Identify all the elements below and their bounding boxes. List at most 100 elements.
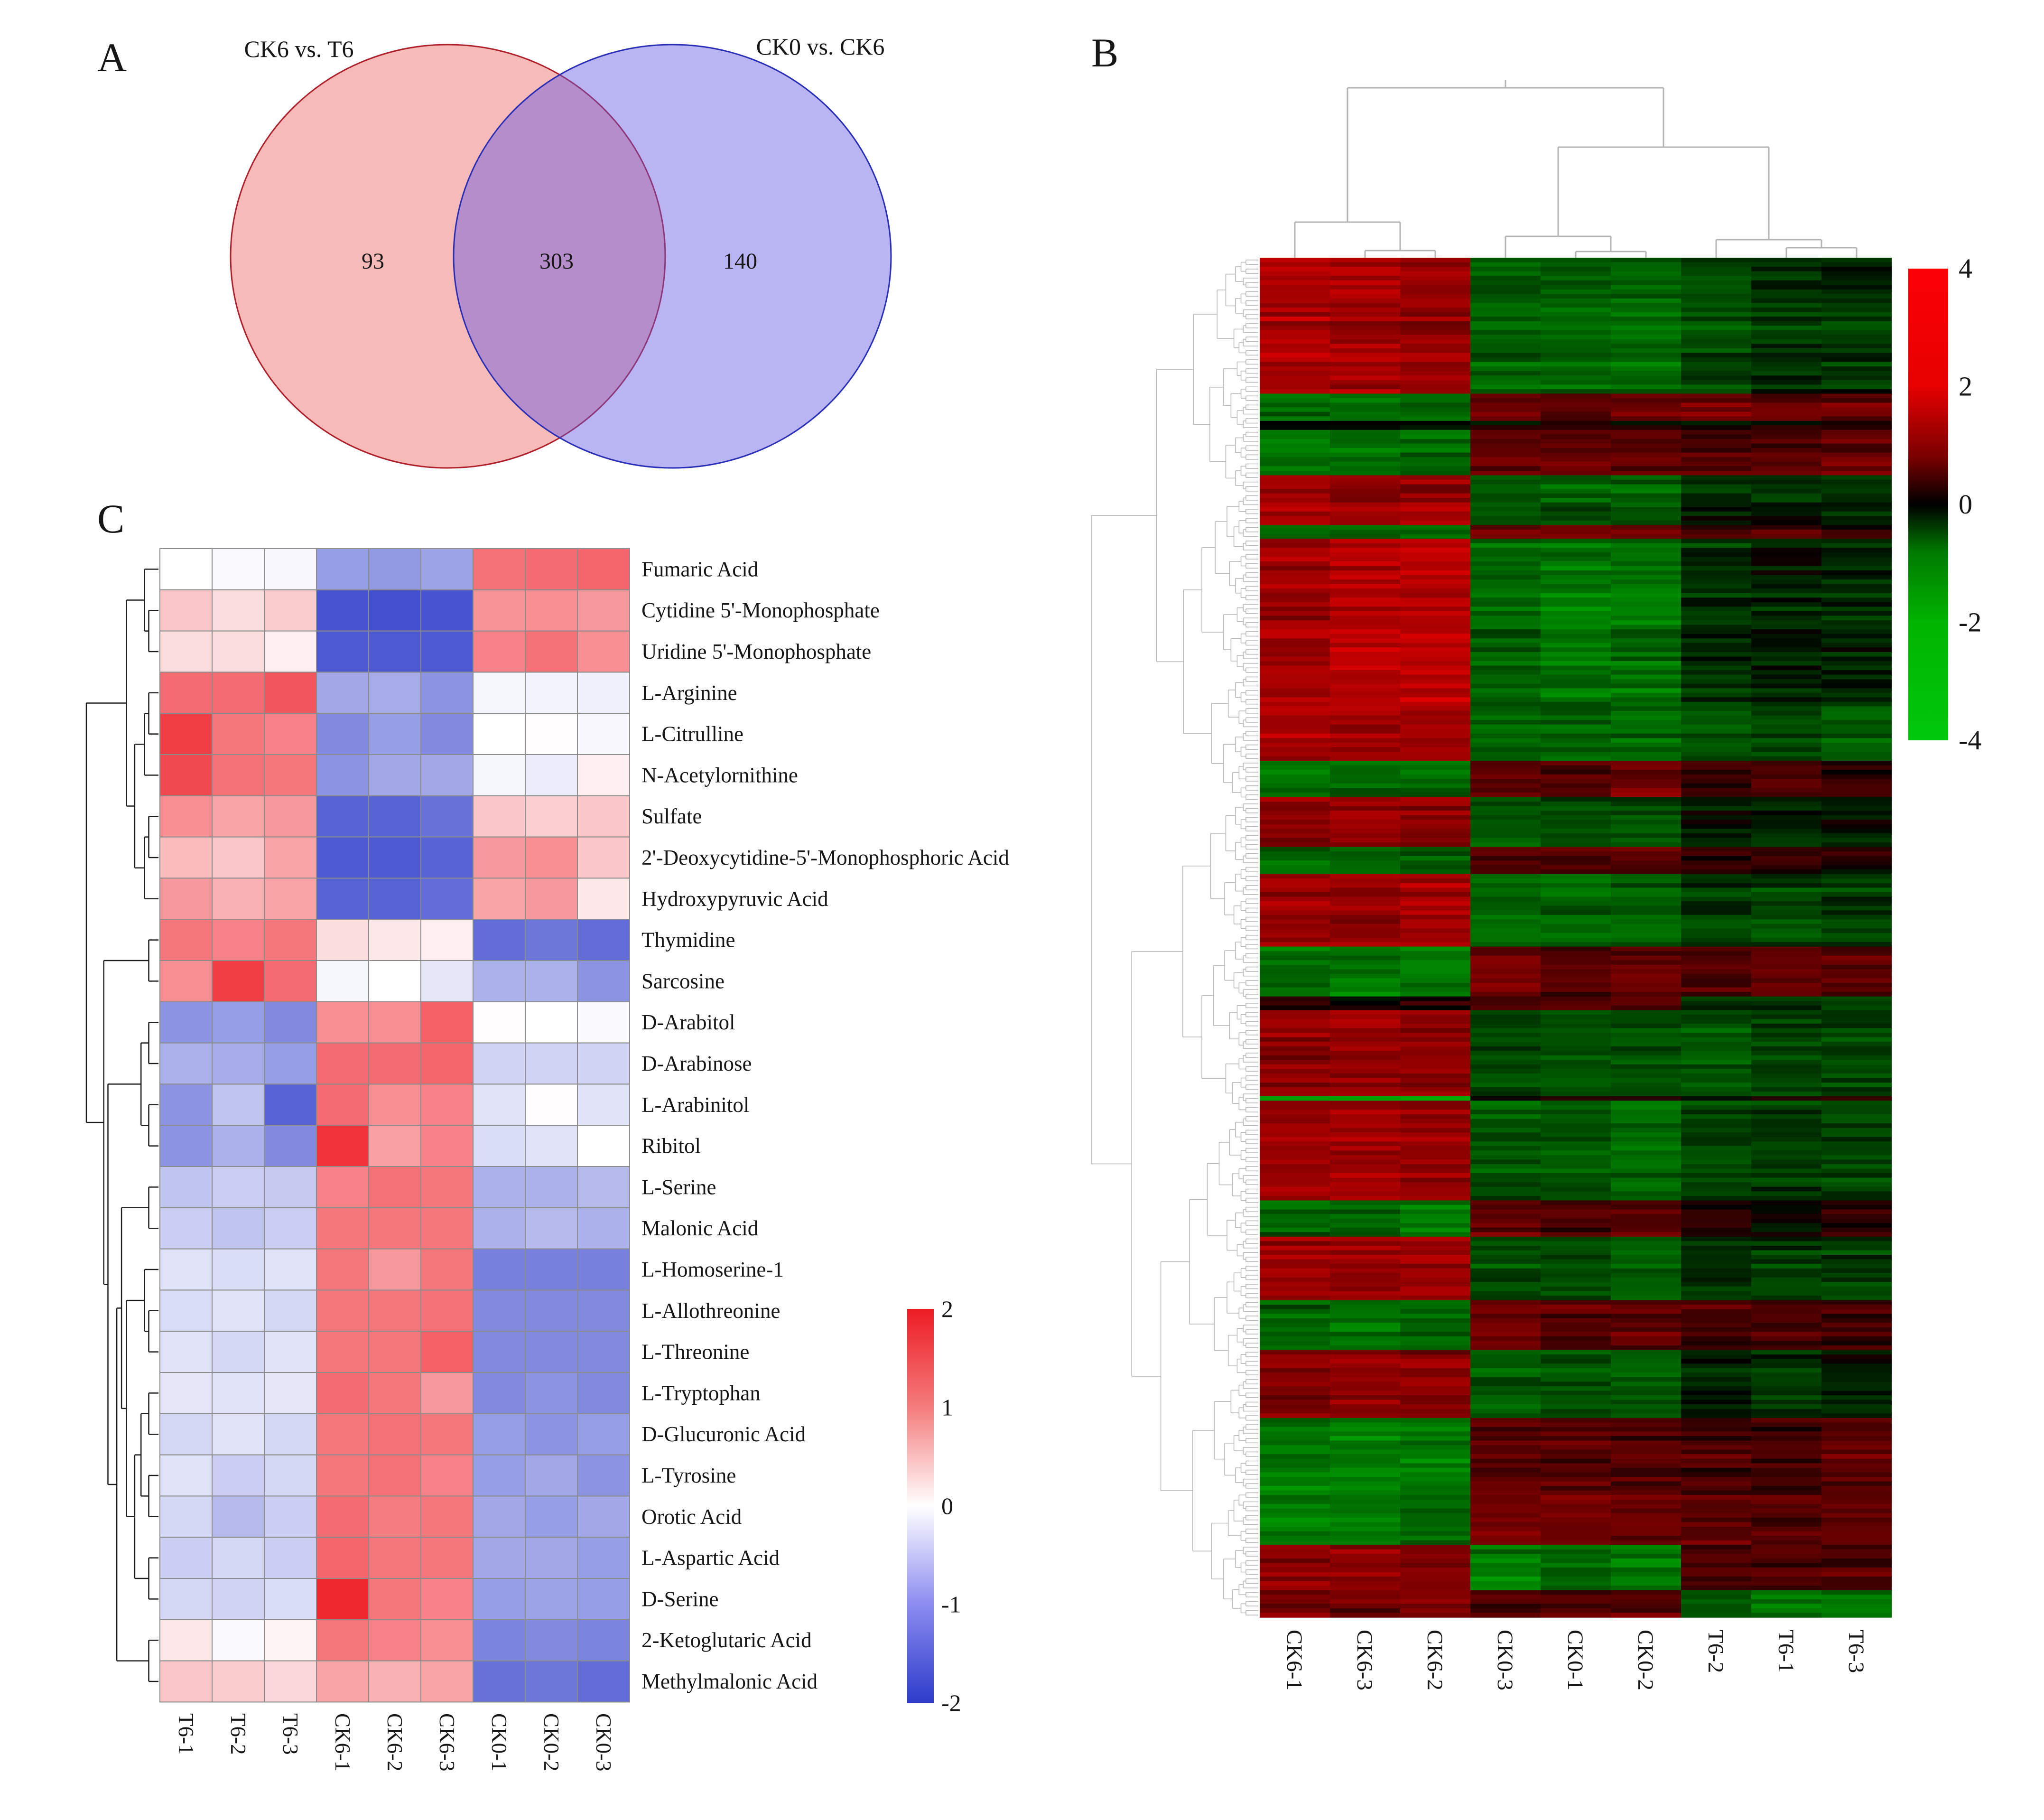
b-heatmap-cell <box>1821 593 1892 598</box>
b-heatmap-cell <box>1821 797 1892 802</box>
b-heatmap-cell <box>1260 1069 1330 1074</box>
b-heatmap-cell <box>1400 1440 1470 1446</box>
b-heatmap-cell <box>1470 1440 1541 1446</box>
b-heatmap-cell <box>1470 616 1541 621</box>
b-heatmap-cell <box>1821 765 1892 770</box>
b-heatmap-cell <box>1400 729 1470 734</box>
b-heatmap-cell <box>1260 262 1330 267</box>
b-heatmap-cell <box>1470 697 1541 702</box>
b-heatmap-cell <box>1470 303 1541 308</box>
b-heatmap-cell <box>1611 566 1681 571</box>
b-heatmap-cell <box>1470 706 1541 711</box>
b-heatmap-cell <box>1681 733 1751 738</box>
b-heatmap-cell <box>1400 561 1470 567</box>
b-heatmap-cell <box>1470 1200 1541 1205</box>
b-heatmap-cell <box>1260 511 1330 517</box>
b-heatmap-cell <box>1751 652 1821 657</box>
b-heatmap-cell <box>1470 747 1541 752</box>
b-heatmap-cell <box>1821 1422 1892 1428</box>
b-heatmap-cell <box>1541 1536 1611 1541</box>
c-heatmap-cell <box>577 754 630 796</box>
b-heatmap-cell <box>1751 1481 1821 1486</box>
c-heatmap-cell <box>264 713 317 755</box>
b-heatmap-cell <box>1681 883 1751 888</box>
b-heatmap-cell <box>1611 1037 1681 1042</box>
b-heatmap-cell <box>1751 1069 1821 1074</box>
c-row-label: Thymidine <box>641 928 735 952</box>
b-heatmap-cell <box>1541 1540 1611 1545</box>
b-heatmap-cell <box>1541 1599 1611 1605</box>
b-heatmap-cell <box>1681 1608 1751 1614</box>
b-heatmap-cell <box>1821 915 1892 920</box>
c-heatmap-cell <box>420 1001 474 1044</box>
b-heatmap-cell <box>1400 720 1470 725</box>
b-heatmap-cell <box>1751 1318 1821 1323</box>
b-heatmap-cell <box>1751 1286 1821 1292</box>
b-heatmap-cell <box>1330 1168 1400 1174</box>
b-heatmap-cell <box>1470 330 1541 336</box>
c-heatmap-cell <box>420 1660 474 1703</box>
b-heatmap-cell <box>1330 525 1400 530</box>
b-heatmap-cell <box>1330 1046 1400 1051</box>
b-heatmap-cell <box>1260 1495 1330 1500</box>
b-heatmap-cell <box>1330 362 1400 367</box>
b-heatmap-cell <box>1260 470 1330 476</box>
b-heatmap-cell <box>1400 1536 1470 1541</box>
b-heatmap-cell <box>1330 475 1400 480</box>
b-heatmap-cell <box>1751 1268 1821 1273</box>
b-column-label: CK6-2 <box>1422 1630 1447 1690</box>
b-heatmap-cell <box>1470 1150 1541 1156</box>
b-heatmap-cell <box>1751 548 1821 553</box>
b-heatmap-cell <box>1821 1309 1892 1314</box>
b-heatmap-cell <box>1681 1440 1751 1446</box>
b-heatmap-cell <box>1400 629 1470 635</box>
b-heatmap-cell <box>1260 715 1330 720</box>
b-heatmap-cell <box>1681 1033 1751 1038</box>
c-heatmap-cell <box>473 1413 526 1456</box>
b-heatmap-cell <box>1260 339 1330 345</box>
b-heatmap-cell <box>1260 928 1330 933</box>
b-heatmap-cell <box>1330 312 1400 317</box>
b-heatmap-cell <box>1260 416 1330 421</box>
b-heatmap-cell <box>1470 815 1541 820</box>
b-heatmap-cell <box>1400 1531 1470 1536</box>
b-heatmap-cell <box>1751 670 1821 675</box>
b-heatmap-cell <box>1611 978 1681 983</box>
b-heatmap-cell <box>1400 1191 1470 1196</box>
b-heatmap-cell <box>1821 1123 1892 1129</box>
c-heatmap-cell <box>264 836 317 879</box>
b-heatmap-cell <box>1330 688 1400 693</box>
b-heatmap-cell <box>1751 838 1821 843</box>
b-heatmap-cell <box>1751 1073 1821 1079</box>
b-heatmap-cell <box>1681 869 1751 875</box>
b-heatmap-cell <box>1681 1150 1751 1156</box>
b-heatmap-cell <box>1330 1150 1400 1156</box>
b-heatmap-cell <box>1470 1019 1541 1024</box>
b-heatmap-cell <box>1260 298 1330 304</box>
b-heatmap-cell <box>1681 602 1751 607</box>
b-heatmap-cell <box>1400 1486 1470 1491</box>
b-heatmap-cell <box>1470 389 1541 394</box>
b-heatmap-cell <box>1541 308 1611 313</box>
c-heatmap-cell <box>577 1454 630 1497</box>
c-heatmap-cell <box>525 630 578 673</box>
b-heatmap-cell <box>1611 679 1681 684</box>
b-heatmap-cell <box>1470 1110 1541 1115</box>
b-heatmap-cell <box>1681 1577 1751 1582</box>
c-column-labels: T6-1 T6-2 T6-3 CK6-1 CK6-2 CK6-3 CK0-1 CK0-2 CK0… <box>174 1713 615 1772</box>
b-heatmap-cell <box>1611 1209 1681 1214</box>
b-heatmap-cell <box>1541 1309 1611 1314</box>
b-heatmap-cell <box>1260 516 1330 521</box>
b-heatmap-cell <box>1470 285 1541 290</box>
b-heatmap-cell <box>1821 407 1892 412</box>
b-heatmap-cell <box>1470 1305 1541 1310</box>
b-heatmap-cell <box>1541 1177 1611 1183</box>
b-heatmap-cell <box>1260 1595 1330 1600</box>
b-heatmap-cell <box>1821 1400 1892 1405</box>
b-heatmap-cell <box>1751 1577 1821 1582</box>
b-heatmap-cell <box>1751 607 1821 612</box>
b-heatmap-cell <box>1681 765 1751 770</box>
b-heatmap-cell <box>1611 1214 1681 1219</box>
c-heatmap-cell <box>473 1042 526 1085</box>
c-heatmap-cell <box>316 1001 369 1044</box>
